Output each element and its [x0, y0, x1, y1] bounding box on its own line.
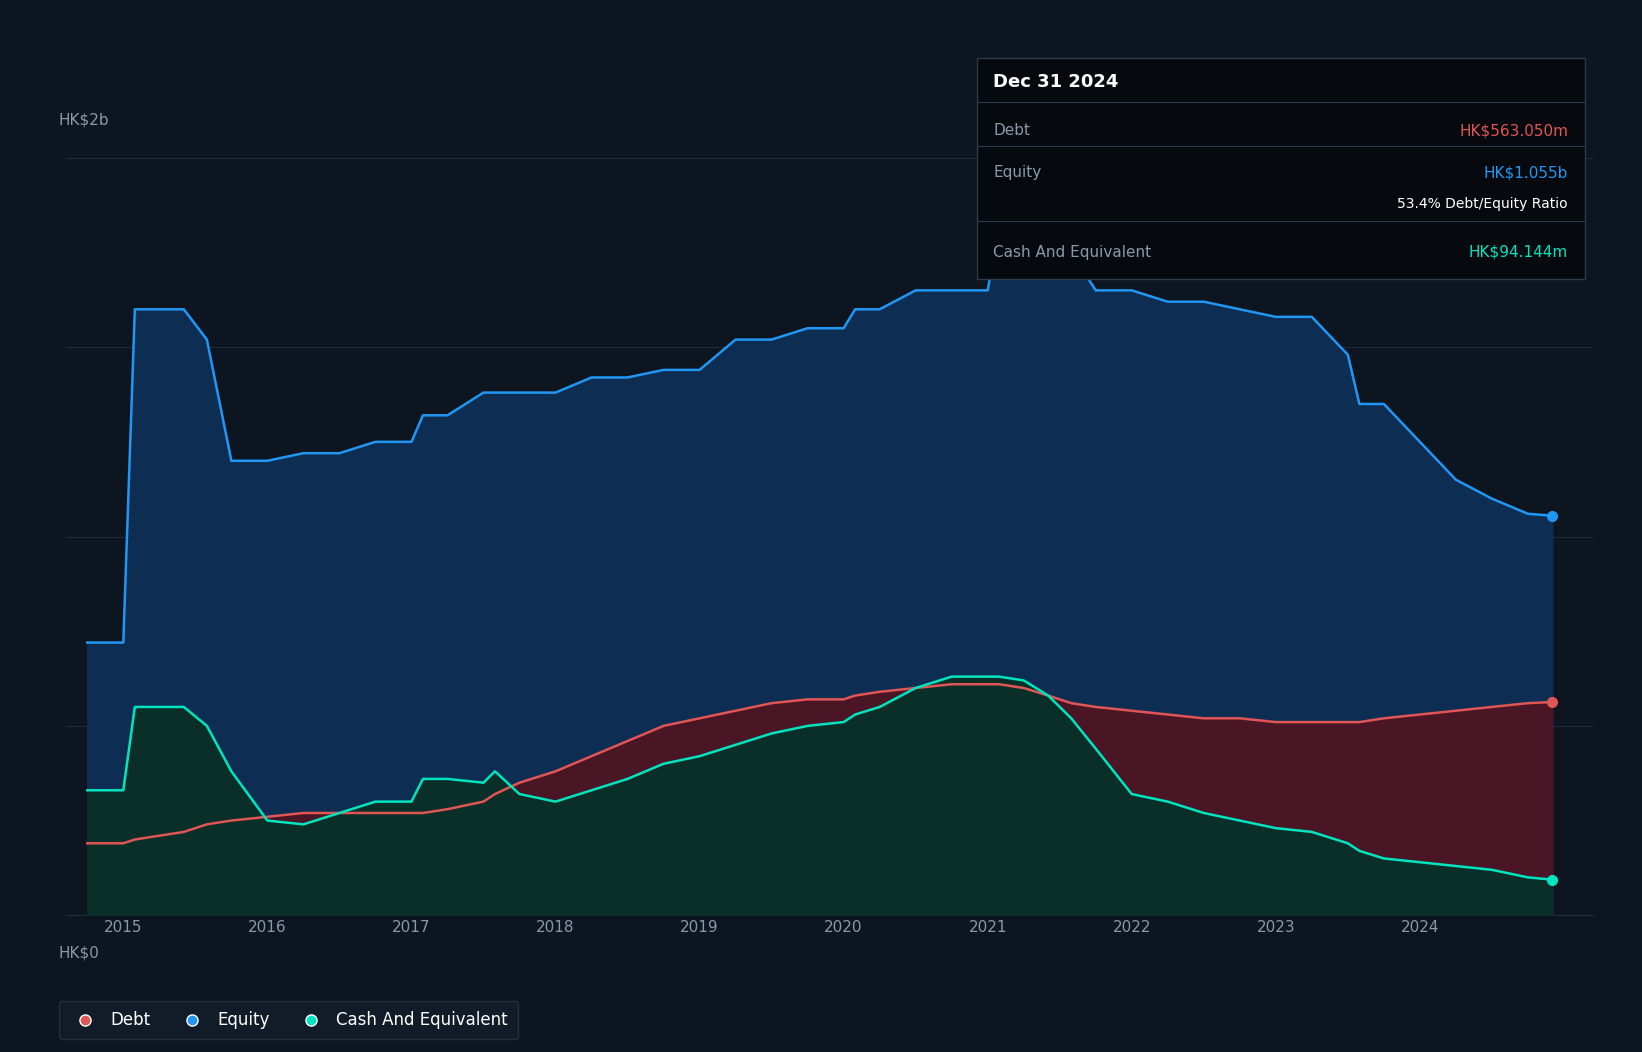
Text: Cash And Equivalent: Cash And Equivalent: [993, 245, 1151, 260]
Text: HK$0: HK$0: [57, 946, 99, 960]
Text: HK$563.050m: HK$563.050m: [1460, 123, 1568, 138]
Text: HK$94.144m: HK$94.144m: [1470, 245, 1568, 260]
Text: Dec 31 2024: Dec 31 2024: [993, 74, 1118, 92]
Text: Debt: Debt: [993, 123, 1031, 138]
Text: 53.4% Debt/Equity Ratio: 53.4% Debt/Equity Ratio: [1397, 197, 1568, 210]
Text: HK$2b: HK$2b: [57, 113, 108, 127]
Legend: Debt, Equity, Cash And Equivalent: Debt, Equity, Cash And Equivalent: [59, 1002, 517, 1039]
Text: HK$1.055b: HK$1.055b: [1484, 165, 1568, 180]
Text: Equity: Equity: [993, 165, 1041, 180]
